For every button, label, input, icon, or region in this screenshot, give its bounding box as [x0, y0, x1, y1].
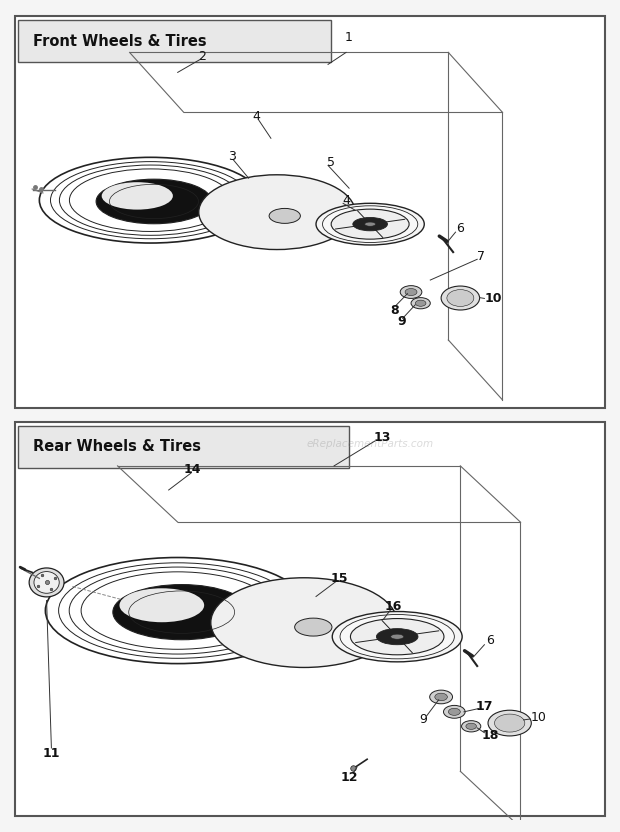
FancyBboxPatch shape: [19, 426, 349, 468]
Ellipse shape: [269, 209, 300, 223]
Ellipse shape: [294, 618, 332, 636]
Ellipse shape: [376, 629, 418, 645]
Ellipse shape: [461, 721, 480, 732]
Text: 14: 14: [184, 463, 202, 477]
Ellipse shape: [488, 711, 531, 736]
Ellipse shape: [443, 706, 465, 718]
Ellipse shape: [120, 588, 204, 622]
Text: 4: 4: [342, 194, 350, 206]
Ellipse shape: [199, 175, 355, 250]
Ellipse shape: [391, 634, 404, 639]
Text: 3: 3: [228, 150, 236, 163]
Text: 10: 10: [485, 291, 502, 305]
Text: 7: 7: [477, 250, 485, 263]
Text: 1: 1: [345, 31, 353, 44]
Ellipse shape: [332, 612, 462, 661]
Text: 13: 13: [373, 431, 391, 444]
Ellipse shape: [353, 217, 388, 230]
Text: eReplacementParts.com: eReplacementParts.com: [306, 438, 434, 448]
Ellipse shape: [401, 285, 422, 299]
Ellipse shape: [40, 157, 262, 243]
Text: 11: 11: [43, 746, 60, 760]
Text: 9: 9: [419, 713, 427, 726]
Ellipse shape: [350, 618, 444, 655]
Ellipse shape: [405, 289, 417, 295]
FancyBboxPatch shape: [16, 17, 604, 408]
Text: Rear Wheels & Tires: Rear Wheels & Tires: [33, 439, 202, 454]
Ellipse shape: [415, 300, 426, 306]
Text: 8: 8: [390, 304, 399, 316]
Ellipse shape: [411, 298, 430, 309]
Text: 6: 6: [456, 221, 464, 235]
Ellipse shape: [113, 585, 250, 640]
Text: 2: 2: [198, 50, 206, 63]
Ellipse shape: [34, 572, 60, 593]
Text: 9: 9: [397, 315, 405, 329]
Ellipse shape: [441, 286, 480, 310]
Ellipse shape: [96, 179, 212, 224]
Ellipse shape: [316, 203, 424, 245]
Ellipse shape: [322, 206, 418, 242]
Text: 6: 6: [487, 634, 494, 647]
Ellipse shape: [45, 557, 310, 664]
Text: Front Wheels & Tires: Front Wheels & Tires: [33, 34, 207, 49]
Ellipse shape: [448, 708, 460, 716]
Ellipse shape: [29, 568, 64, 597]
Text: 5: 5: [327, 156, 335, 169]
Ellipse shape: [447, 290, 474, 306]
Ellipse shape: [430, 690, 453, 704]
Ellipse shape: [331, 209, 409, 239]
Text: 18: 18: [482, 729, 499, 741]
Ellipse shape: [495, 714, 525, 732]
Ellipse shape: [340, 615, 454, 659]
Text: 10: 10: [531, 711, 546, 724]
Text: 17: 17: [476, 700, 493, 713]
Ellipse shape: [102, 182, 173, 210]
Text: 12: 12: [340, 770, 358, 784]
Ellipse shape: [211, 577, 397, 667]
Ellipse shape: [365, 222, 376, 226]
FancyBboxPatch shape: [16, 422, 604, 815]
Text: 4: 4: [252, 110, 260, 123]
Text: 16: 16: [384, 600, 402, 613]
Ellipse shape: [435, 693, 448, 701]
FancyBboxPatch shape: [19, 21, 331, 62]
Ellipse shape: [466, 723, 476, 730]
Text: 15: 15: [330, 572, 348, 585]
